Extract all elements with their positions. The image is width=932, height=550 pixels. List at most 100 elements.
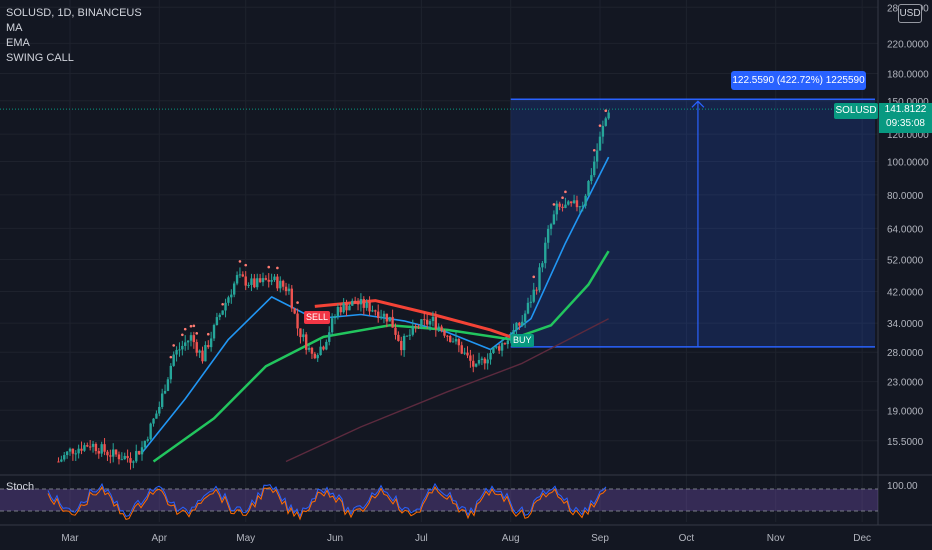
x-tick-label: Dec: [853, 533, 871, 544]
candle-body: [155, 413, 158, 419]
candle-body: [362, 299, 366, 308]
candle-body: [497, 346, 501, 351]
candle-body: [307, 347, 311, 350]
candle-body: [521, 321, 524, 326]
candle-body: [178, 349, 181, 351]
indicator-ema[interactable]: EMA: [6, 37, 30, 49]
candle-body: [388, 316, 391, 322]
candle-body: [486, 359, 489, 364]
candle-body: [529, 301, 533, 303]
measure-arrowhead: [691, 100, 705, 108]
y-tick-label: 34.0000: [887, 319, 924, 330]
candle-body: [299, 328, 302, 338]
candle-body: [515, 322, 518, 331]
candle-body: [351, 300, 354, 306]
candle-body: [160, 393, 164, 407]
candle-body: [368, 302, 371, 312]
candle-body: [598, 136, 602, 151]
series-line-long-ma: [285, 318, 609, 463]
candle-body: [192, 335, 196, 343]
swing-dot: [267, 265, 271, 269]
y-tick-label: 64.0000: [887, 224, 924, 235]
candle-body: [345, 303, 348, 311]
candle-body: [224, 302, 227, 311]
candle-body: [290, 288, 293, 309]
candle-body: [244, 276, 247, 286]
y-tick-label: 180.0000: [887, 69, 929, 80]
candle-body: [135, 451, 138, 462]
measure-label: 122.5590 (422.72%) 1225590: [731, 71, 866, 90]
x-tick-label: May: [236, 533, 255, 544]
y-tick-label: 80.0000: [887, 191, 924, 202]
candle-body: [103, 444, 106, 452]
candle-body: [451, 341, 455, 343]
swing-dot: [276, 266, 279, 270]
candle-body: [60, 459, 63, 462]
sell-signal: SELL: [304, 311, 331, 324]
candle-body: [428, 321, 432, 325]
candle-body: [137, 451, 141, 455]
swing-dot: [532, 275, 536, 279]
candle-body: [149, 423, 152, 440]
swing-dot: [195, 332, 199, 335]
candle-body: [371, 310, 374, 312]
candle-body: [443, 330, 446, 336]
y-tick-label: 220.0000: [887, 39, 929, 50]
stoch-label[interactable]: Stoch: [6, 481, 35, 493]
candle-body: [564, 204, 567, 208]
y-tick-label: 120.0000: [887, 130, 929, 141]
indicator-swing-call[interactable]: SWING CALL: [6, 52, 74, 64]
candle-body: [567, 201, 570, 205]
candle-body: [348, 305, 351, 311]
candle-body: [57, 461, 60, 463]
candle-body: [546, 228, 550, 243]
candle-body: [106, 451, 109, 456]
candle-body: [83, 445, 86, 451]
swing-dot: [592, 148, 596, 152]
candle-body: [449, 336, 452, 342]
candle-body: [296, 313, 299, 329]
symbol-tag: SOLUSD: [834, 103, 878, 119]
candle-body: [316, 355, 319, 359]
candle-body: [446, 335, 449, 337]
candle-body: [578, 206, 582, 208]
candle-body: [379, 316, 383, 318]
candle-body: [509, 338, 512, 341]
candle-body: [68, 448, 72, 452]
indicator-ma[interactable]: MA: [6, 22, 23, 34]
candle-body: [114, 449, 118, 455]
symbol-line[interactable]: SOLUSD, 1D, BINANCEUS: [6, 7, 142, 19]
y-tick-label: 28.0000: [887, 348, 924, 359]
candle-body: [175, 349, 178, 355]
candle-body: [284, 286, 288, 292]
candle-body: [417, 326, 420, 328]
candle-body: [469, 355, 472, 361]
candle-body: [454, 339, 458, 342]
candle-body: [500, 343, 504, 351]
x-tick-label: Nov: [767, 533, 785, 544]
measure-area: [510, 99, 875, 347]
y-tick-label: 23.0000: [887, 378, 924, 389]
candle-body: [163, 390, 167, 394]
buy-signal: BUY: [511, 334, 534, 347]
candle-body: [544, 242, 547, 264]
candle-body: [400, 340, 403, 351]
swing-dot: [561, 196, 564, 200]
candle-body: [518, 322, 521, 326]
candle-body: [166, 379, 170, 391]
y-tick-label: 15.5000: [887, 437, 924, 448]
candle-body: [425, 319, 429, 325]
currency-badge[interactable]: USD: [898, 4, 922, 23]
swing-dot: [564, 190, 567, 194]
x-tick-label: Oct: [679, 533, 695, 544]
candle-body: [198, 350, 201, 353]
stoch-level-label: 100.00: [887, 481, 918, 492]
candle-body: [572, 200, 576, 204]
candle-body: [253, 278, 256, 288]
candle-body: [172, 354, 175, 366]
candle-body: [120, 459, 124, 461]
candle-body: [604, 118, 607, 126]
candle-body: [495, 346, 498, 348]
candle-body: [319, 346, 322, 356]
